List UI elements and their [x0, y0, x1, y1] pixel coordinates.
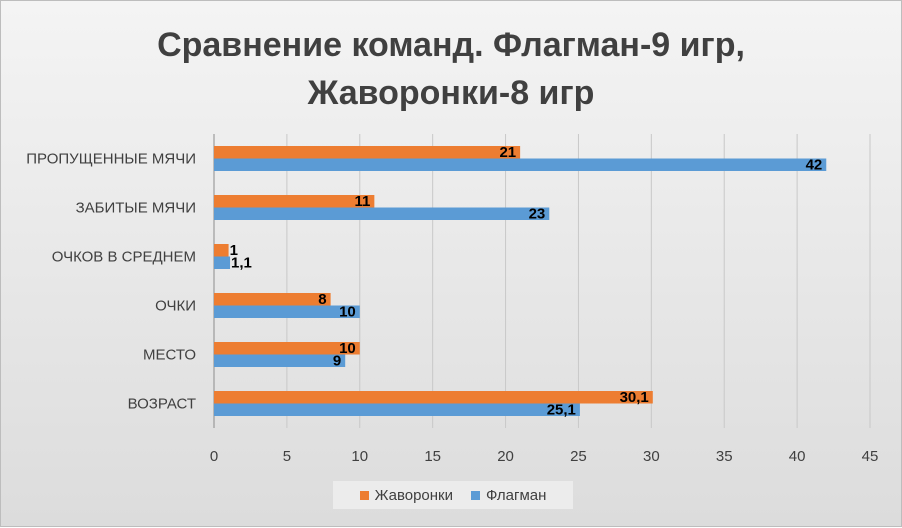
y-category-label: ЗАБИТЫЕ МЯЧИ [76, 200, 196, 217]
chart-title: Сравнение команд. Флагман-9 игр, Жаворон… [151, 21, 751, 117]
data-label-flagman: 23 [529, 206, 546, 223]
chart-title-line-2: Жаворонки-8 игр [307, 74, 595, 112]
x-tick-label: 40 [789, 448, 806, 465]
legend-swatch-flagman [471, 490, 480, 500]
bar-zhavoronki [214, 195, 375, 208]
x-tick-label: 25 [570, 448, 587, 465]
chart-title-line-1: Сравнение команд. Флагман-9 игр, [157, 26, 745, 64]
bar-zhavoronki [214, 244, 229, 257]
legend-item-zhavoronki: Жаворонки [359, 486, 453, 504]
data-label-flagman: 9 [333, 353, 341, 370]
data-label-zhavoronki: 1 [230, 242, 238, 259]
x-tick-label: 45 [862, 448, 879, 465]
legend-label-zhavoronki: Жаворонки [374, 486, 453, 504]
legend-label-flagman: Флагман [486, 486, 547, 504]
data-label-zhavoronki: 11 [354, 193, 370, 210]
data-label-flagman: 10 [339, 304, 356, 321]
bar-flagman [214, 207, 550, 220]
bar-zhavoronki [214, 391, 653, 404]
bar-flagman [214, 158, 827, 171]
bar-flagman [214, 403, 580, 416]
y-category-label: МЕСТО [143, 347, 196, 364]
bar-flagman [214, 256, 231, 269]
x-tick-label: 10 [351, 448, 368, 465]
y-category-label: ОЧКИ [155, 298, 196, 315]
data-label-flagman: 1,1 [231, 255, 252, 272]
y-category-label: ВОЗРАСТ [128, 396, 196, 413]
bar-zhavoronki [214, 293, 331, 306]
y-category-label: ОЧКОВ В СРЕДНЕМ [52, 249, 196, 266]
x-tick-label: 20 [497, 448, 514, 465]
bar-zhavoronki [214, 146, 521, 159]
x-tick-label: 30 [643, 448, 660, 465]
bar-flagman [214, 354, 346, 367]
legend-item-flagman: Флагман [471, 487, 546, 504]
bar-zhavoronki [214, 342, 360, 355]
x-tick-label: 35 [716, 448, 733, 465]
legend: Жаворонки Флагман [333, 481, 573, 509]
data-label-zhavoronki: 30,1 [620, 389, 649, 406]
data-label-zhavoronki: 10 [339, 340, 356, 357]
x-tick-label: 5 [283, 448, 291, 465]
data-label-flagman: 25,1 [547, 402, 576, 419]
data-label-zhavoronki: 21 [499, 144, 516, 161]
legend-swatch-zhavoronki [359, 490, 369, 500]
data-label-flagman: 42 [806, 157, 823, 174]
data-label-zhavoronki: 8 [318, 291, 326, 308]
x-tick-label: 15 [424, 448, 441, 465]
x-tick-label: 0 [210, 448, 218, 465]
bar-flagman [214, 305, 360, 318]
y-category-label: ПРОПУЩЕННЫЕ МЯЧИ [26, 151, 196, 168]
